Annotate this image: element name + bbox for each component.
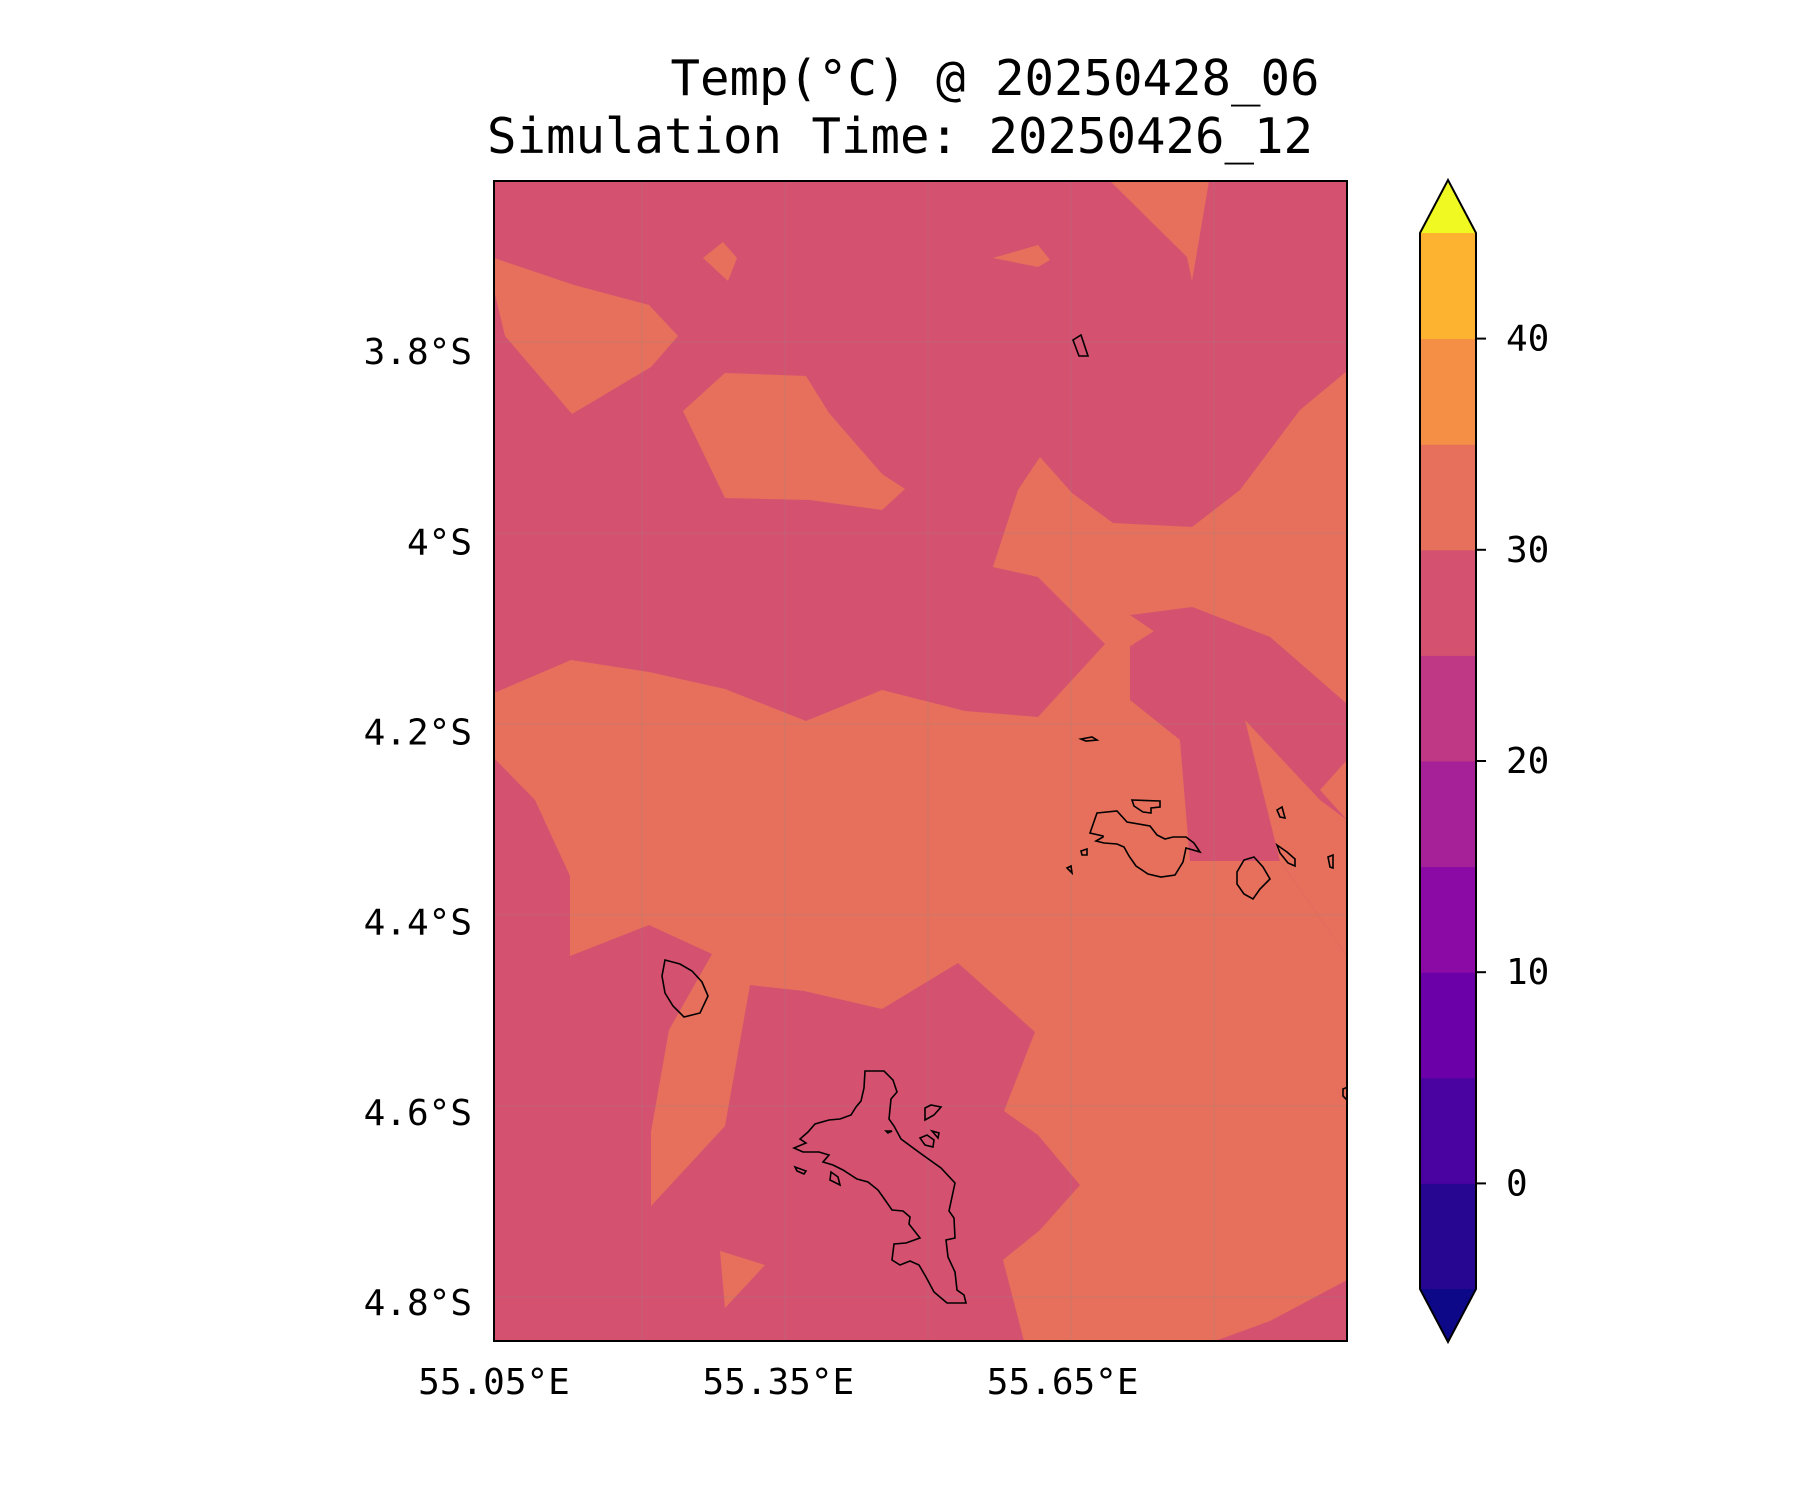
field-region-30-35 xyxy=(494,258,678,414)
field-region-25-30 xyxy=(1132,607,1347,790)
colorbar-tick-label: 40 xyxy=(1506,319,1549,360)
x-axis: 55.05°E 55.35°E 55.65°E xyxy=(418,1362,1138,1403)
field-region-30-35 xyxy=(720,1251,765,1308)
coastline-islet xyxy=(1130,799,1161,814)
field-region-30-35 xyxy=(1110,181,1209,281)
field-region-30-35 xyxy=(703,242,737,281)
coastlines xyxy=(661,333,1347,1304)
coastline-islet xyxy=(793,1165,808,1175)
colorbar-segment xyxy=(1420,549,1476,656)
coastline-la-digue xyxy=(1236,856,1272,901)
y-tick-label: 4.4°S xyxy=(364,903,472,944)
colorbar-segment xyxy=(1420,338,1476,445)
colorbar: 0 10 20 30 40 xyxy=(1419,177,1549,1345)
coastline-mahe xyxy=(791,1070,968,1304)
coastline-islet xyxy=(929,1129,940,1140)
map-subtitle: Simulation Time: 20250426_12 xyxy=(486,108,1313,165)
colorbar-tick-label: 0 xyxy=(1506,1163,1528,1204)
field-region-30-35 xyxy=(1320,760,1347,820)
field-region-30-35 xyxy=(1245,720,1347,956)
colorbar-segment xyxy=(1420,972,1476,1079)
colorbar-extend-min xyxy=(1420,1289,1476,1342)
colorbar-segment xyxy=(1420,1183,1476,1290)
colorbar-segment xyxy=(1420,761,1476,868)
y-tick-label: 4°S xyxy=(407,522,472,563)
x-tick-label: 55.05°E xyxy=(418,1362,570,1403)
coastline-islet xyxy=(1078,736,1100,742)
colorbar-tick-label: 10 xyxy=(1506,952,1549,993)
temperature-field xyxy=(494,181,1347,1341)
colorbar-tick-label: 20 xyxy=(1506,741,1549,782)
coastline-islet xyxy=(918,1134,935,1148)
y-tick-label: 4.2°S xyxy=(364,712,472,753)
coastline-silhouette xyxy=(661,959,709,1018)
x-tick-label: 55.65°E xyxy=(987,1362,1139,1403)
field-region-30-35 xyxy=(494,371,1347,1341)
colorbar-tick-label: 30 xyxy=(1506,530,1549,571)
field-region-30-35 xyxy=(993,245,1050,267)
colorbar-segment xyxy=(1420,1077,1476,1184)
grid-lines xyxy=(494,181,1347,1341)
coastline-islet xyxy=(829,1170,842,1187)
y-tick-label: 3.8°S xyxy=(364,332,472,373)
colorbar-segment xyxy=(1420,233,1476,340)
map-title: Temp(°C) @ 20250428_06 xyxy=(670,50,1320,107)
y-tick-label: 4.6°S xyxy=(364,1093,472,1134)
y-axis: 3.8°S 4°S 4.2°S 4.4°S 4.6°S 4.8°S xyxy=(364,332,472,1324)
map-frame xyxy=(493,180,1348,1342)
coastline-islet xyxy=(1327,853,1334,870)
colorbar-segment xyxy=(1420,655,1476,762)
field-region-30-35 xyxy=(683,373,905,510)
coastline-islet xyxy=(1072,333,1090,357)
coastline-islet xyxy=(1275,842,1296,868)
coastline-islet xyxy=(1080,847,1088,856)
coastline-praslin xyxy=(1088,810,1202,878)
coastline-islet xyxy=(884,1130,893,1134)
coastline-islet xyxy=(924,1104,943,1122)
colorbar-segment xyxy=(1420,866,1476,973)
x-tick-label: 55.35°E xyxy=(702,1362,854,1403)
colorbar-segment xyxy=(1420,444,1476,551)
colorbar-extend-max xyxy=(1420,180,1476,233)
coastline-islet xyxy=(1275,805,1287,820)
y-tick-label: 4.8°S xyxy=(364,1283,472,1324)
colorbar-outline xyxy=(1419,177,1477,1345)
coastline-islet xyxy=(1065,864,1074,876)
